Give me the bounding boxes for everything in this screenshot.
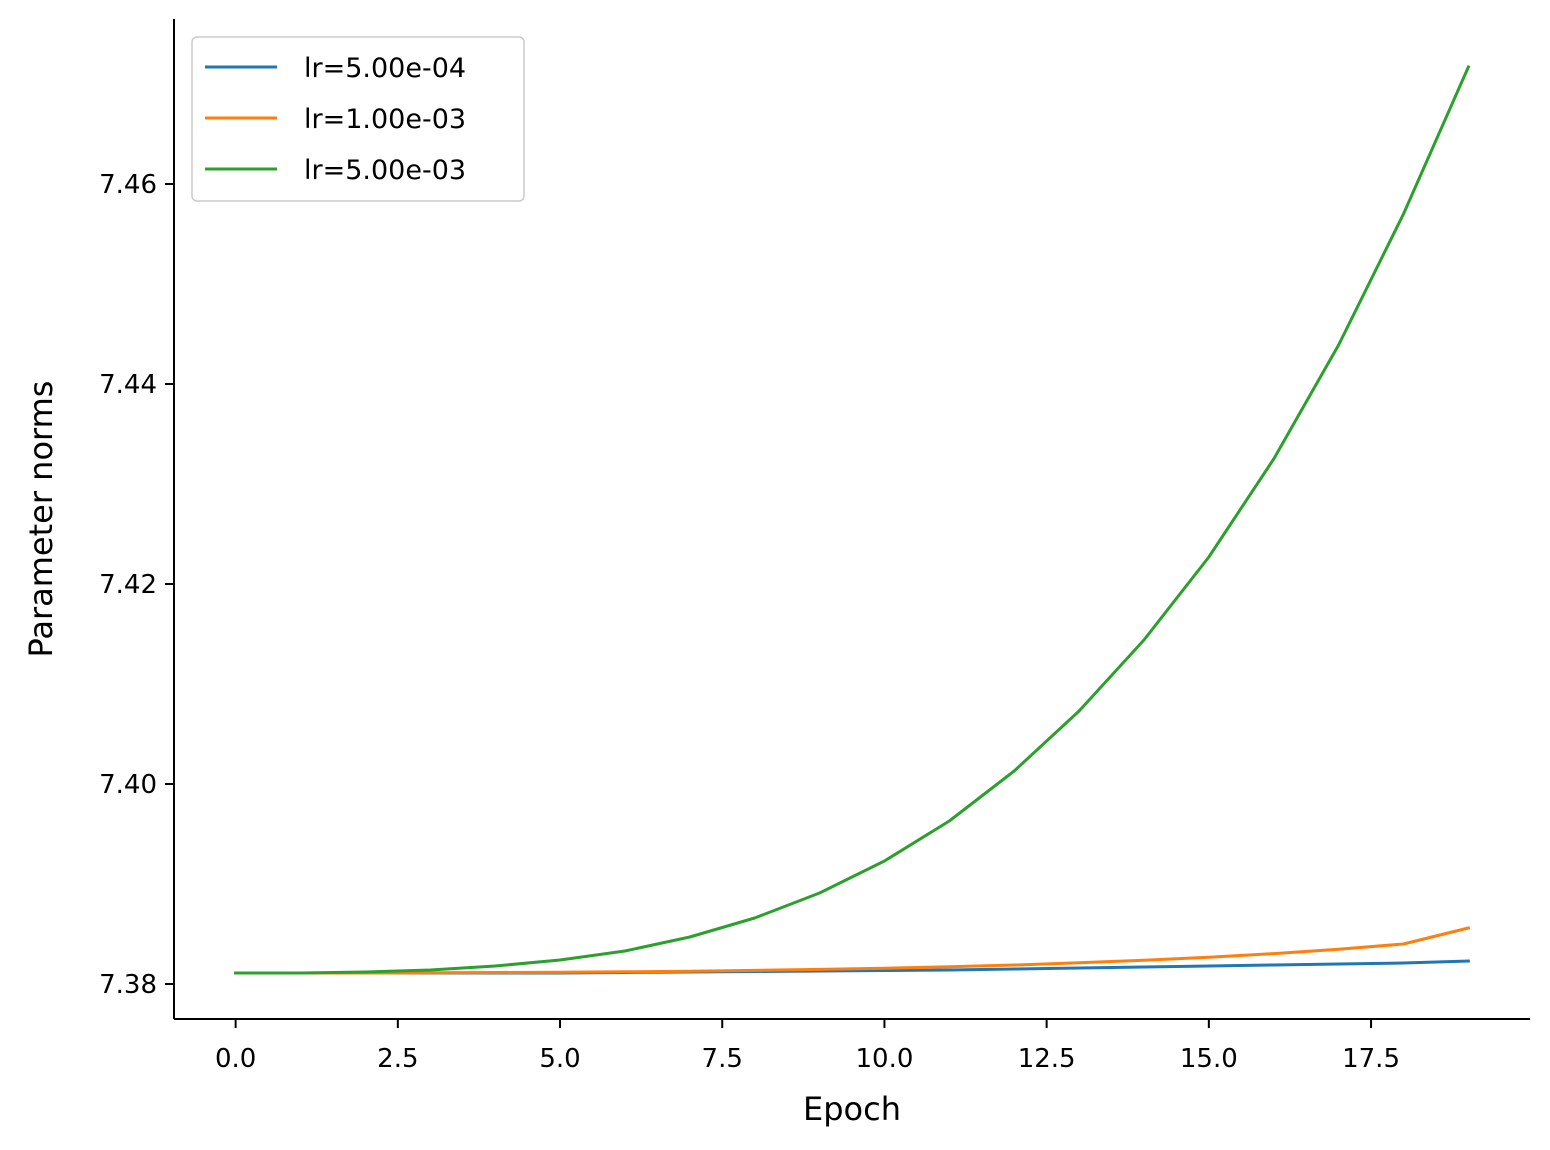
legend-box (191, 36, 525, 202)
y-tick-label: 7.44 (99, 370, 157, 400)
legend-label-2: lr=1.00e-03 (304, 104, 466, 135)
x-tick-label: 7.5 (702, 1044, 743, 1074)
series-line-2 (234, 926, 1471, 975)
legend: lr=5.00e-04 lr=1.00e-03 lr=5.00e-03 (191, 36, 525, 202)
x-tick-label: 17.5 (1342, 1044, 1400, 1074)
series-lines (234, 65, 1471, 975)
x-tick-label: 12.5 (1018, 1044, 1076, 1074)
y-tick-label: 7.42 (99, 570, 157, 600)
x-tick-label: 15.0 (1180, 1044, 1238, 1074)
y-tick-label: 7.38 (99, 970, 157, 1000)
x-tick-label: 10.0 (855, 1044, 913, 1074)
y-tick-label: 7.40 (99, 770, 157, 800)
y-axis-ticks: 7.38 7.40 7.42 7.44 7.46 (99, 170, 174, 1000)
x-tick-label: 0.0 (215, 1044, 256, 1074)
x-tick-label: 5.0 (539, 1044, 580, 1074)
legend-label-3: lr=5.00e-03 (304, 155, 466, 186)
x-tick-label: 2.5 (377, 1044, 418, 1074)
legend-label-1: lr=5.00e-04 (304, 53, 466, 84)
series-line-3 (234, 65, 1471, 975)
y-axis-label: Parameter norms (22, 381, 60, 658)
x-axis-label: Epoch (803, 1090, 901, 1128)
x-axis-ticks: 0.0 2.5 5.0 7.5 10.0 12.5 15.0 17.5 (215, 1019, 1400, 1074)
y-tick-label: 7.46 (99, 170, 157, 200)
